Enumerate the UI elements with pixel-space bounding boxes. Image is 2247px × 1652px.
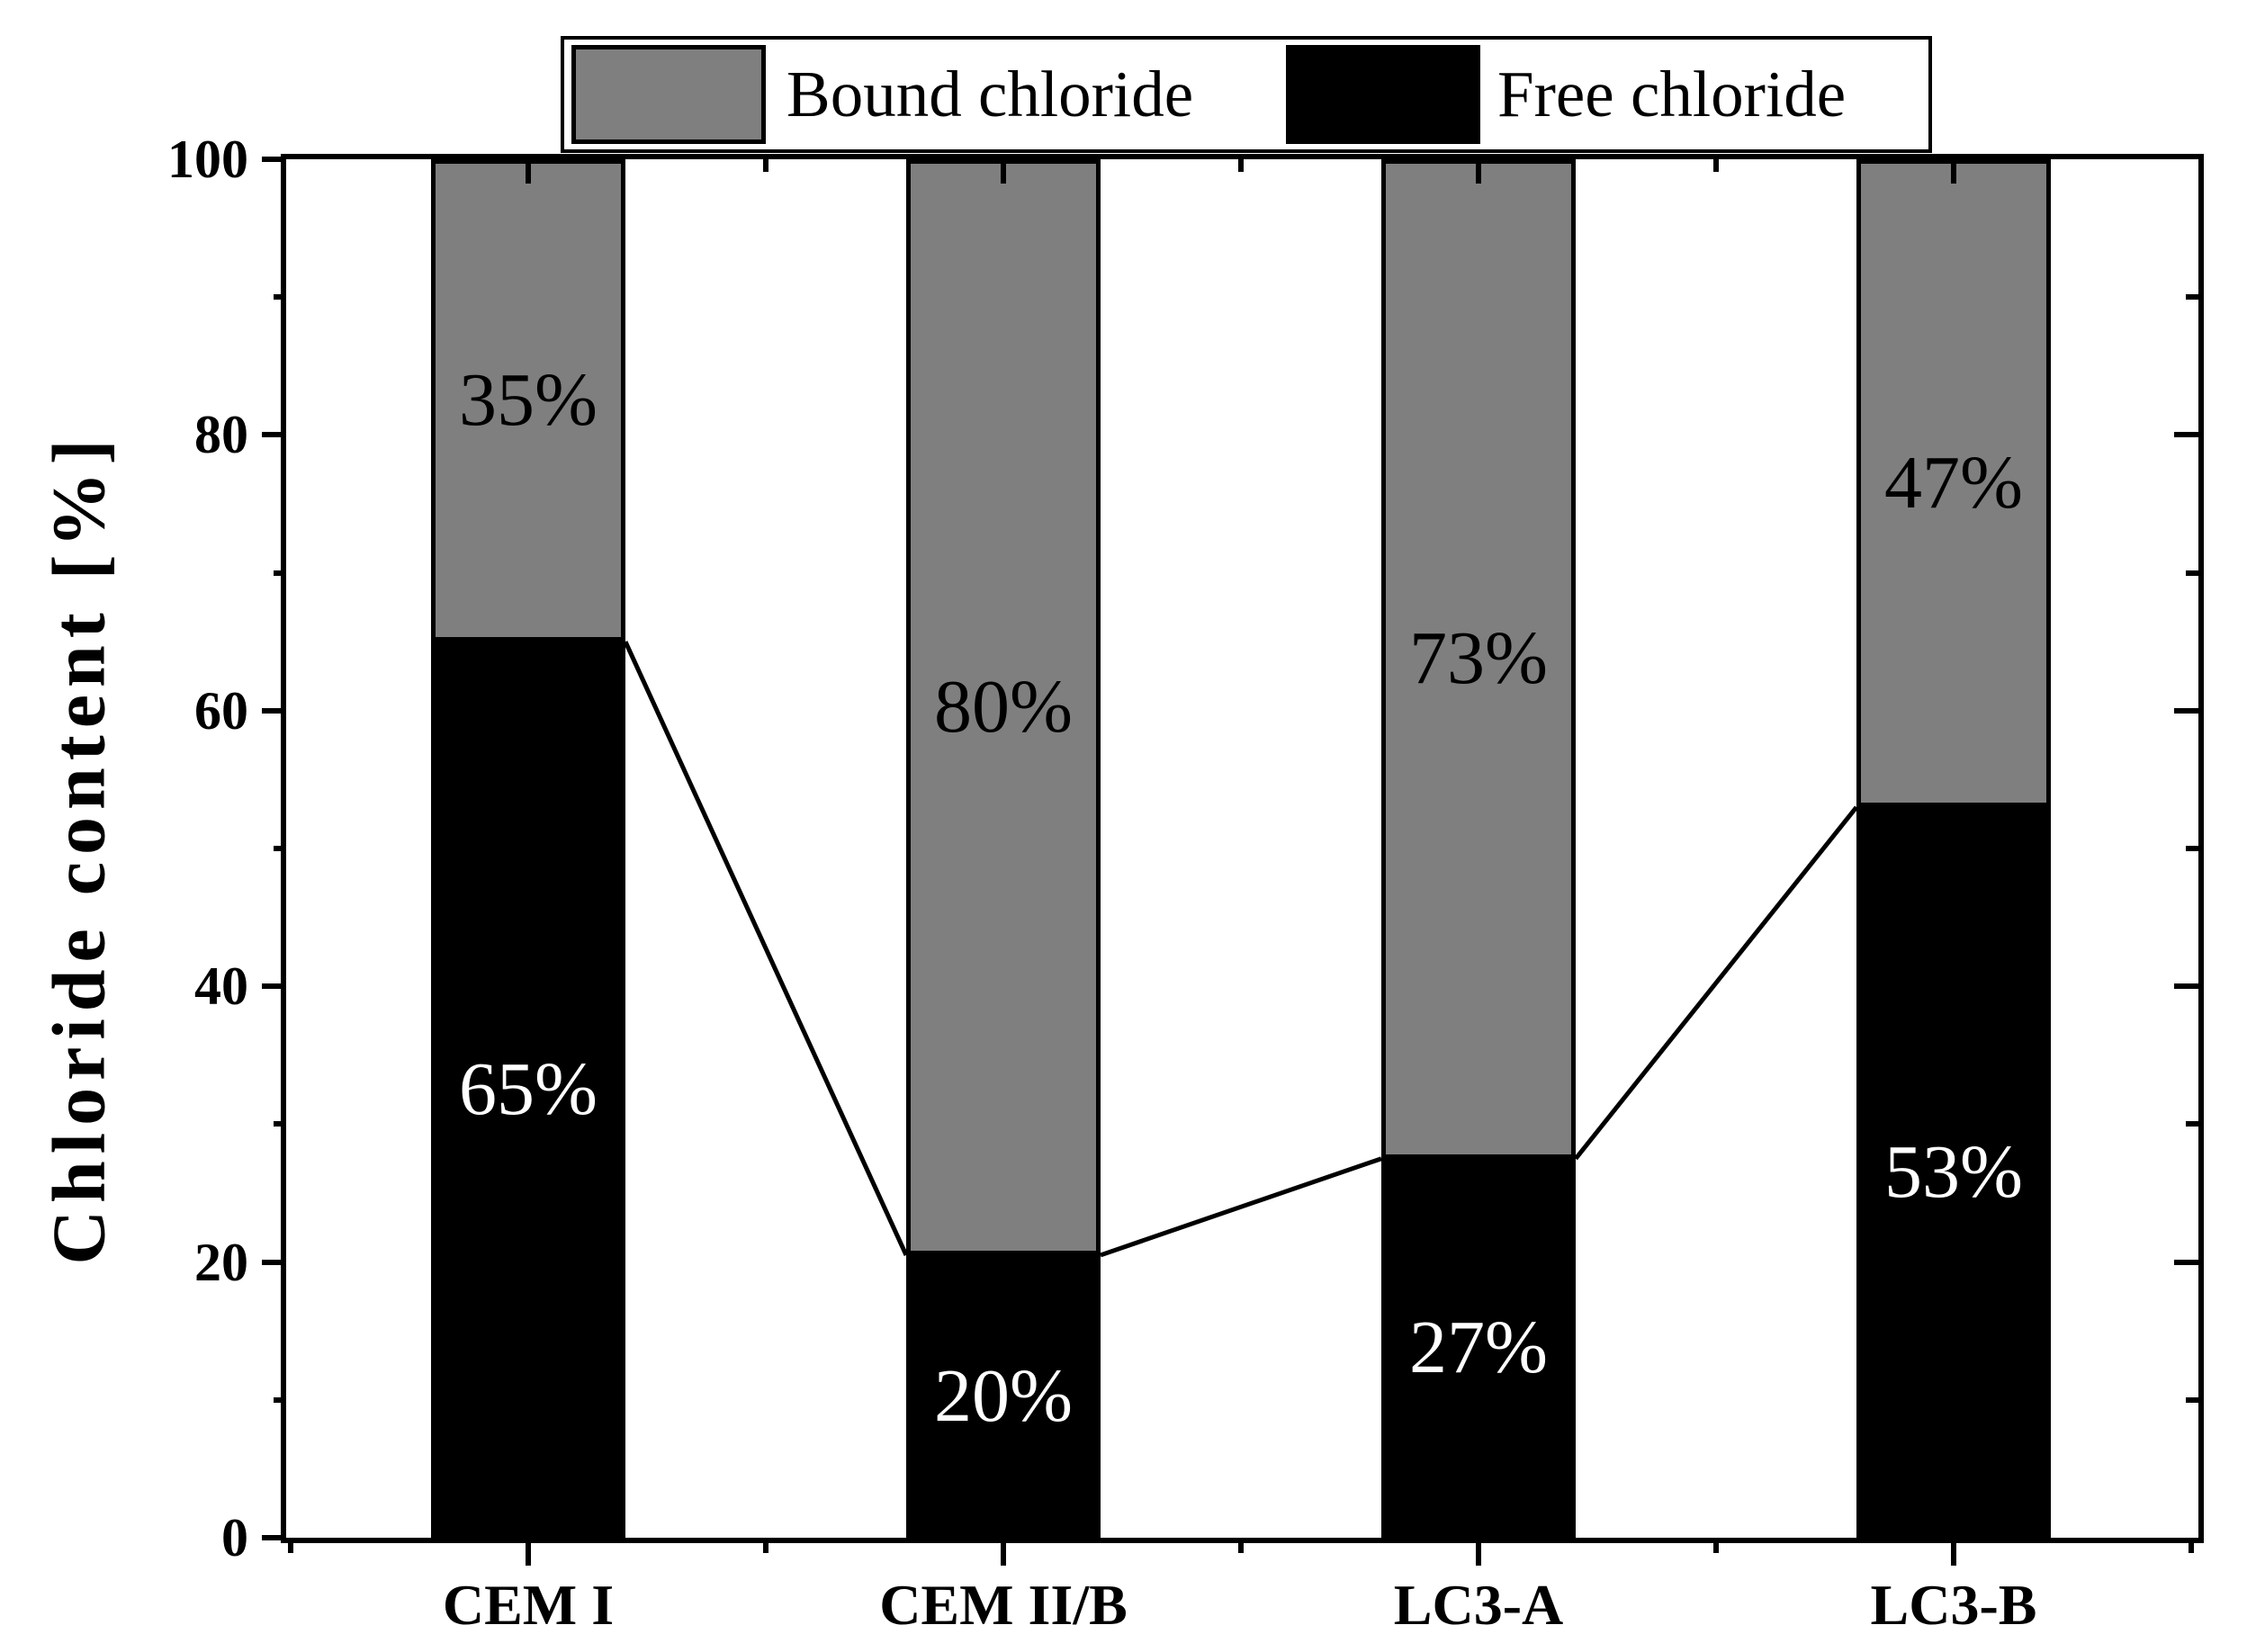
x-minor-tick-top: [763, 159, 768, 172]
x-minor-tick-top: [1713, 159, 1719, 172]
bar-label-bound: 35%: [459, 358, 598, 443]
y-tick-label: 20: [194, 1232, 248, 1292]
bar-bound-segment: [1856, 159, 2051, 808]
y-tick-label: 100: [167, 130, 248, 189]
bar-bound-segment: [431, 159, 625, 642]
bar-label-free: 65%: [459, 1047, 598, 1132]
bar-free-segment: [1381, 1158, 1576, 1538]
x-major-tick-bottom: [1951, 1540, 1956, 1566]
bar-label-bound: 80%: [934, 664, 1073, 749]
bar-label-bound: 47%: [1884, 441, 2023, 525]
x-major-tick-top: [1951, 159, 1956, 184]
x-minor-tick-bottom: [288, 1540, 293, 1553]
x-major-tick-top: [526, 159, 531, 184]
y-minor-tick-left: [274, 1396, 286, 1403]
y-major-tick-right: [2174, 707, 2198, 714]
y-minor-tick-right: [2186, 570, 2198, 576]
bar-free-segment: [431, 642, 625, 1538]
y-major-tick-left: [262, 432, 286, 438]
legend-label-free-chloride: Free chloride: [1497, 58, 1847, 130]
y-major-tick-right: [2174, 432, 2198, 438]
x-minor-tick-bottom: [763, 1540, 768, 1553]
y-minor-tick-right: [2186, 1121, 2198, 1127]
y-tick-label: 0: [221, 1508, 248, 1567]
bar-label-free: 20%: [934, 1353, 1073, 1438]
x-major-tick-top: [1001, 159, 1006, 184]
legend-swatch-free-chloride-icon: [1286, 45, 1480, 144]
y-minor-tick-right: [2186, 1396, 2198, 1403]
y-tick-label: 60: [194, 680, 248, 741]
legend: Bound chloride Free chloride: [561, 36, 1932, 153]
x-major-tick-bottom: [1001, 1540, 1006, 1566]
y-minor-tick-left: [274, 1121, 286, 1127]
y-minor-tick-left: [274, 846, 286, 851]
bar-bound-segment: [1381, 159, 1576, 1159]
x-tick-label: CEM I: [442, 1573, 615, 1637]
bar-free-segment: [906, 1254, 1101, 1538]
y-minor-tick-left: [274, 294, 286, 301]
y-major-tick-left: [262, 157, 286, 162]
x-major-tick-top: [1476, 159, 1481, 184]
y-major-tick-left: [262, 707, 286, 714]
x-major-tick-bottom: [526, 1540, 531, 1566]
y-minor-tick-right: [2186, 846, 2198, 851]
y-major-tick-left: [262, 1535, 286, 1540]
x-tick-label: CEM II/B: [879, 1573, 1128, 1637]
y-tick-label: 40: [194, 956, 248, 1017]
x-minor-tick-bottom: [1238, 1540, 1244, 1553]
bar-free-segment: [1856, 807, 2051, 1538]
bar-label-free: 27%: [1409, 1306, 1548, 1390]
x-tick-label: LC3-A: [1393, 1573, 1564, 1637]
x-minor-tick-bottom: [2189, 1540, 2194, 1553]
y-minor-tick-right: [2186, 294, 2198, 301]
y-major-tick-right: [2174, 983, 2198, 990]
legend-label-bound-chloride: Bound chloride: [786, 58, 1194, 130]
y-major-tick-left: [262, 983, 286, 990]
bar-bound-segment: [906, 159, 1101, 1255]
x-major-tick-bottom: [1476, 1540, 1481, 1566]
y-tick-label: 80: [194, 405, 248, 465]
bar-label-free: 53%: [1884, 1130, 2023, 1215]
y-major-tick-right: [2174, 1259, 2198, 1265]
bar-label-bound: 73%: [1409, 616, 1548, 701]
legend-swatch-bound-chloride-icon: [571, 45, 766, 144]
y-major-tick-left: [262, 1259, 286, 1265]
y-minor-tick-left: [274, 570, 286, 576]
x-minor-tick-bottom: [1713, 1540, 1719, 1553]
x-minor-tick-top: [1238, 159, 1244, 172]
x-tick-label: LC3-B: [1870, 1573, 2037, 1637]
